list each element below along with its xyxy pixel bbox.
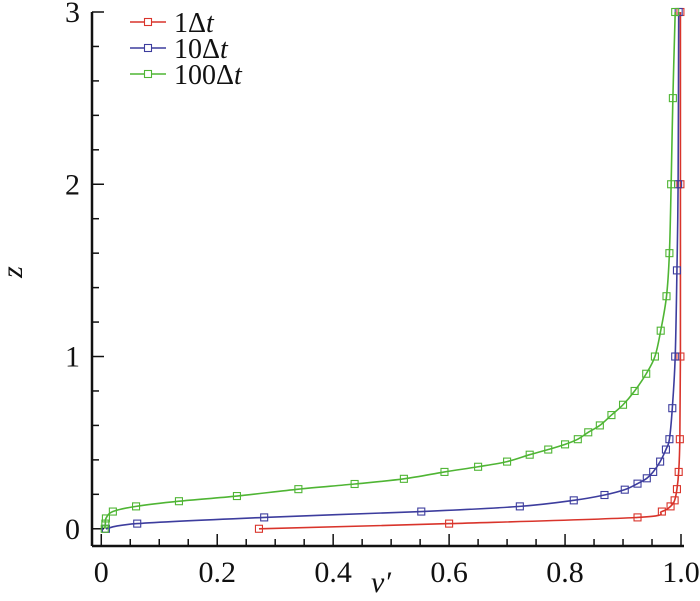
data-point-marker: [294, 485, 303, 494]
data-point-marker: [101, 514, 110, 523]
legend-label: 10Δt: [174, 34, 229, 65]
data-point-marker: [569, 496, 578, 505]
data-point-marker: [607, 411, 616, 420]
data-point-marker: [254, 524, 264, 533]
data-point-marker: [671, 7, 680, 17]
data-point-marker: [650, 352, 659, 361]
data-point-marker: [662, 292, 671, 301]
legend-entry: 100Δt: [130, 60, 243, 91]
data-point-marker: [544, 445, 553, 454]
data-point-marker: [525, 450, 534, 459]
data-point-marker: [676, 352, 685, 361]
data-point-marker: [620, 485, 629, 494]
series-line: [105, 11, 680, 530]
data-point-marker: [101, 519, 110, 528]
legend-marker: [143, 17, 153, 27]
y-axis-label: z: [0, 266, 29, 279]
data-point-marker: [174, 497, 184, 506]
legend-label: 100Δt: [174, 60, 243, 91]
data-point-marker: [108, 507, 117, 516]
series-group: [100, 7, 685, 533]
y-tick-label: 0: [65, 513, 80, 546]
x-tick-label: 0.4: [314, 556, 352, 589]
data-point-marker: [515, 502, 524, 511]
data-point-marker: [656, 457, 665, 466]
series-line: [103, 11, 677, 529]
data-point-marker: [670, 496, 679, 505]
data-point-marker: [503, 457, 512, 466]
data-point-marker: [561, 440, 570, 449]
x-tick-label: 0.6: [430, 556, 468, 589]
legend-marker: [143, 43, 153, 53]
data-point-marker: [672, 266, 681, 275]
data-point-marker: [584, 428, 593, 437]
data-point-marker: [674, 467, 683, 476]
data-point-marker: [232, 491, 241, 501]
legend-entry: 1Δt: [130, 8, 215, 39]
data-point-marker: [642, 474, 651, 483]
data-point-marker: [132, 502, 141, 511]
x-tick-label: 0: [94, 556, 109, 589]
data-point-marker: [417, 507, 426, 516]
data-point-marker: [672, 485, 681, 494]
data-point-marker: [665, 249, 674, 258]
data-point-marker: [642, 369, 651, 378]
y-tick-label: 1: [65, 341, 80, 374]
legend-entry: 10Δt: [130, 34, 229, 65]
data-point-marker: [649, 467, 658, 476]
x-tick-label: 0.2: [198, 556, 236, 589]
data-point-marker: [656, 326, 665, 335]
data-point-marker: [665, 435, 674, 444]
y-tick-label: 2: [65, 168, 80, 201]
x-tick-label: 1.0: [662, 556, 700, 589]
data-point-marker: [671, 352, 680, 361]
series-0: [254, 7, 685, 533]
data-point-marker: [618, 400, 628, 409]
data-point-marker: [667, 180, 676, 189]
data-point-marker: [633, 513, 642, 522]
data-point-marker: [675, 435, 684, 444]
series-line: [258, 12, 682, 530]
data-point-marker: [573, 435, 582, 444]
axes: 0 0.2 0.4 0.6 0.8 1.0 0 1 2 3: [65, 0, 700, 589]
data-point-marker: [657, 507, 666, 516]
data-point-marker: [133, 519, 142, 528]
series-1: [101, 7, 683, 533]
legend-marker: [143, 69, 153, 79]
data-point-marker: [399, 474, 408, 483]
data-point-marker: [474, 462, 483, 471]
data-point-marker: [440, 467, 449, 476]
data-point-marker: [661, 445, 670, 454]
data-point-marker: [350, 479, 359, 489]
data-point-marker: [100, 524, 109, 533]
data-point-marker: [630, 386, 639, 396]
data-point-marker: [666, 502, 675, 511]
series-2: [100, 7, 680, 533]
data-point-marker: [668, 404, 677, 413]
data-point-marker: [595, 421, 604, 430]
data-point-marker: [600, 490, 609, 500]
data-point-marker: [445, 519, 454, 528]
legend-label: 1Δt: [174, 8, 215, 39]
data-point-marker: [633, 479, 642, 488]
x-tick-label: 0.8: [546, 556, 584, 589]
x-axis-label: v′: [371, 566, 391, 599]
data-point-marker: [668, 94, 677, 103]
y-tick-label: 3: [65, 0, 80, 29]
data-point-marker: [260, 513, 269, 522]
